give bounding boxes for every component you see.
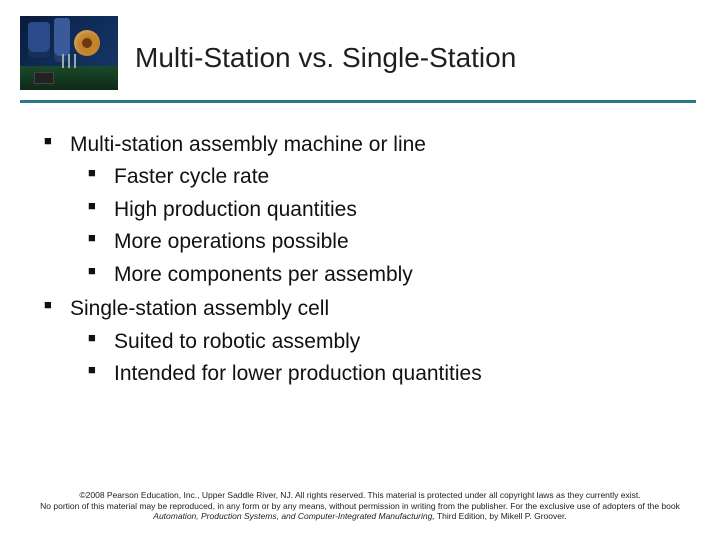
bullet-text: Intended for lower production quantities [114, 362, 482, 385]
header-image [20, 16, 118, 90]
slide-title: Multi-Station vs. Single-Station [135, 42, 516, 74]
bullet-text: More operations possible [114, 230, 349, 253]
bullet-level2: Faster cycle rate [88, 162, 684, 192]
bullet-level2: Intended for lower production quantities [88, 359, 684, 389]
copyright-footer: ©2008 Pearson Education, Inc., Upper Sad… [40, 490, 680, 522]
footer-line: Automation, Production Systems, and Comp… [40, 511, 680, 522]
bullet-level1: Multi-station assembly machine or line F… [44, 130, 684, 290]
bullet-level2: Suited to robotic assembly [88, 327, 684, 357]
bullet-level2: High production quantities [88, 195, 684, 225]
bullet-text: Multi-station assembly machine or line [70, 133, 426, 156]
slide: Multi-Station vs. Single-Station Multi-s… [0, 0, 720, 540]
title-divider [20, 100, 696, 103]
bullet-text: Suited to robotic assembly [114, 330, 360, 353]
bullet-text: High production quantities [114, 198, 357, 221]
bullet-text: Single-station assembly cell [70, 297, 329, 320]
bullet-level2: More components per assembly [88, 260, 684, 290]
bullet-level1: Single-station assembly cell Suited to r… [44, 294, 684, 389]
footer-line: No portion of this material may be repro… [40, 501, 680, 512]
bullet-text: More components per assembly [114, 263, 413, 286]
footer-line: ©2008 Pearson Education, Inc., Upper Sad… [40, 490, 680, 501]
bullet-level2: More operations possible [88, 227, 684, 257]
content-area: Multi-station assembly machine or line F… [44, 130, 684, 394]
bullet-text: Faster cycle rate [114, 165, 269, 188]
